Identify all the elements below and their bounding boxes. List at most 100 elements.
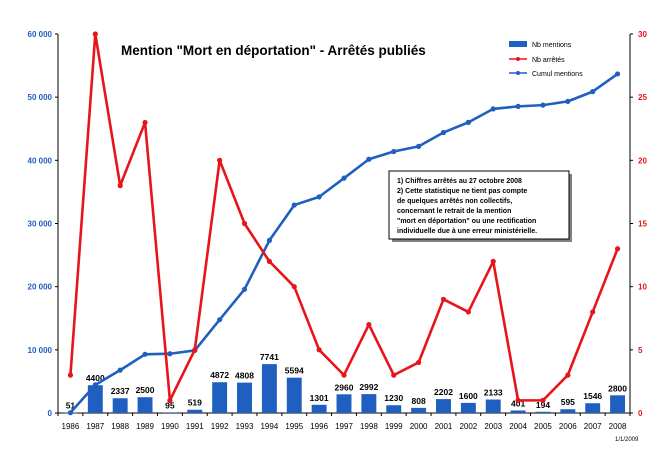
left-tick-label: 10 000	[28, 346, 53, 355]
cumul-mentions-point-2002	[465, 119, 471, 125]
x-tick-label: 1989	[136, 422, 154, 431]
nb-arretes-point-2002	[465, 309, 471, 315]
x-tick-label: 2005	[534, 422, 552, 431]
nb-arretes-point-1991	[192, 347, 198, 353]
nb-arretes-point-2003	[490, 258, 496, 264]
bar-value-label-1994: 7741	[260, 352, 279, 362]
bar-1995	[286, 377, 302, 413]
bar-2005	[535, 411, 551, 413]
x-tick-label: 1998	[360, 422, 378, 431]
nb-arretes-point-1998	[366, 321, 372, 328]
nb-arretes-point-1993	[241, 220, 248, 227]
legend-label-nb-arretes: Nb arrêtés	[532, 57, 565, 64]
bar-1999	[386, 405, 402, 413]
bar-2008	[610, 395, 626, 413]
nb-arretes-point-1996	[316, 347, 322, 353]
nb-arretes-point-2000	[416, 359, 422, 366]
bar-value-label-1993: 4808	[235, 371, 254, 381]
cumul-mentions-point-2005	[540, 102, 546, 108]
nb-arretes-point-2004	[515, 397, 521, 403]
bar-2002	[460, 402, 476, 413]
nb-arretes-point-2005	[540, 397, 546, 403]
left-axis-ticks: 0 10 000 20 000 30 000 40 000 50 000 60 000	[28, 30, 58, 418]
legend: Nb mentions Nb arrêtés Cumul mentions	[509, 41, 583, 78]
x-tick-label: 2003	[484, 422, 502, 431]
annotation-box: 1) Chiffres arrêtés au 27 octobre 2008 2…	[388, 170, 572, 242]
cumul-mentions-point-2004	[515, 103, 521, 109]
cumul-mentions-point-1995	[291, 202, 297, 208]
right-axis-ticks: 0 5 10 15 20 25 30	[630, 30, 647, 418]
nb-arretes-point-1994	[266, 258, 272, 264]
x-tick-label: 1992	[211, 422, 229, 431]
bar-value-label-1990: 95	[165, 400, 175, 410]
bar-value-label-1991: 519	[188, 398, 202, 408]
bar-value-label-1997: 2960	[335, 382, 354, 392]
bar-value-label-2004: 401	[511, 398, 525, 408]
annotation-line-4: concernant le retrait de la mention	[397, 208, 511, 215]
legend-label-cumul-mentions: Cumul mentions	[532, 71, 583, 78]
bar-1992	[212, 382, 228, 413]
right-tick-label: 0	[638, 409, 643, 418]
nb-arretes-point-1999	[391, 372, 397, 378]
x-tick-label: 2002	[459, 422, 477, 431]
bar-value-label-1986: 51	[66, 401, 76, 411]
bar-1988	[112, 398, 128, 413]
nb-arretes-point-1986	[67, 372, 74, 378]
bar-1994	[261, 364, 277, 413]
bar-value-label-2005: 194	[536, 400, 550, 410]
nb-arretes-point-1989	[142, 119, 148, 126]
bar-value-label-1999: 1230	[384, 393, 403, 403]
cumul-mentions-point-1989	[142, 351, 148, 357]
bar-value-label-2003: 2133	[484, 388, 503, 398]
bar-2006	[560, 409, 576, 413]
annotation-line-2: 2) Cette statistique ne tient pas compte	[397, 188, 527, 195]
chart-title: Mention "Mort en déportation" - Arrêtés …	[121, 43, 426, 58]
legend-swatch-nb-mentions	[509, 41, 527, 47]
annotation-line-3: de quelques arrêtés non collectifs,	[397, 198, 512, 205]
cumul-mentions-point-1993	[241, 286, 248, 292]
bar-1990	[162, 412, 178, 413]
x-tick-label: 2006	[559, 422, 577, 431]
cumul-mentions-point-2003	[490, 106, 496, 112]
annotation-line-6: individuelle due à une erreur ministérie…	[397, 228, 537, 235]
nb-arretes-point-1995	[291, 284, 297, 290]
x-tick-label: 1995	[285, 422, 303, 431]
x-tick-label: 2004	[509, 422, 527, 431]
x-tick-label: 1987	[86, 422, 104, 431]
right-tick-label: 15	[638, 220, 647, 229]
bar-value-label-1988: 2337	[111, 386, 130, 396]
bar-1993	[237, 382, 252, 413]
x-tick-label: 1997	[335, 422, 353, 431]
left-tick-label: 20 000	[28, 283, 53, 292]
bar-2000	[411, 407, 427, 413]
bar-value-label-1989: 2500	[136, 385, 155, 395]
cumul-mentions-point-2007	[590, 89, 596, 95]
legend-label-nb-mentions: Nb mentions	[532, 42, 572, 49]
bar-1998	[361, 394, 377, 413]
mentions-bar-labels: 51 4400 2337 2500 95 519 4872 4808 7741 5594 1301 2…	[66, 352, 628, 411]
bar-value-label-1998: 2992	[359, 382, 378, 392]
bar-value-label-2000: 808	[412, 396, 426, 406]
cumul-mentions-point-1990	[167, 351, 173, 357]
x-tick-label: 2000	[410, 422, 428, 431]
cumul-mentions-point-1997	[341, 175, 347, 181]
nb-arretes-point-2006	[565, 372, 571, 378]
cumul-mentions-point-1996	[316, 194, 322, 200]
x-tick-label: 1994	[260, 422, 278, 431]
bar-value-label-1995: 5594	[285, 366, 304, 376]
bar-1989	[137, 397, 153, 413]
right-tick-label: 30	[638, 30, 647, 39]
x-tick-label: 1999	[385, 422, 403, 431]
bar-value-label-2007: 1546	[583, 391, 602, 401]
x-tick-label: 2001	[435, 422, 453, 431]
x-tick-label: 1991	[186, 422, 204, 431]
left-tick-label: 60 000	[28, 30, 53, 39]
x-tick-label: 1990	[161, 422, 179, 431]
left-tick-label: 40 000	[28, 156, 53, 165]
nb-arretes-point-1988	[117, 183, 123, 189]
x-tick-label: 1993	[236, 422, 254, 431]
cumul-mentions-point-1998	[366, 156, 372, 162]
right-tick-label: 25	[638, 93, 647, 102]
bar-value-label-1996: 1301	[310, 393, 329, 403]
bar-value-label-2001: 2202	[434, 387, 453, 397]
